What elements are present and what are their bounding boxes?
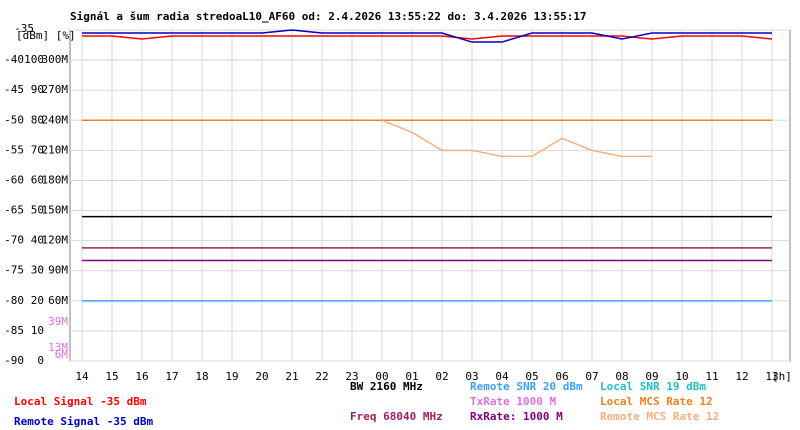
- x-tick-label: 18: [195, 370, 208, 383]
- y3-tick-label: 120M: [42, 234, 69, 247]
- y-tick-label: -55: [4, 143, 24, 156]
- legend-label: RxRate: 1000 M: [470, 410, 563, 423]
- y-tick-label: -60: [4, 173, 24, 186]
- legend-label: BW 2160 MHz: [350, 380, 423, 393]
- x-tick-label: 13: [765, 370, 778, 383]
- rate-marker: 39M: [48, 315, 68, 328]
- x-tick-label: 04: [495, 370, 509, 383]
- y-tick-label: -90: [4, 354, 24, 367]
- y2-tick-label: 20: [31, 294, 44, 307]
- y2-tick-label: 100: [24, 53, 44, 66]
- legend-label: Remote Signal -35 dBm: [14, 415, 153, 428]
- y2-tick-label: 70: [31, 143, 44, 156]
- series-line: [381, 119, 652, 158]
- x-tick-label: 12: [735, 370, 748, 383]
- x-unit: [h]: [772, 370, 792, 383]
- x-tick-label: 21: [285, 370, 298, 383]
- rate-marker: 13M: [48, 341, 68, 354]
- x-tick-label: 00: [375, 370, 388, 383]
- x-tick-label: 22: [315, 370, 328, 383]
- y-tick-label: -45: [4, 83, 24, 96]
- chart-title: Signál a šum radia stredoaL10_AF60 od: 2…: [70, 10, 587, 23]
- legend-label: Local SNR 19 dBm: [600, 380, 706, 393]
- axis-header: [dBm] [%]: [16, 29, 76, 42]
- y-tick-label: -40: [4, 53, 24, 66]
- y2-tick-label: 30: [31, 264, 44, 277]
- legend-label: TxRate 1000 M: [470, 395, 556, 408]
- x-tick-label: 14: [75, 370, 89, 383]
- legend-label: Remote MCS Rate 12: [600, 410, 719, 423]
- legend-label: Freq 68040 MHz: [350, 410, 443, 423]
- x-tick-label: 08: [615, 370, 628, 383]
- y3-tick-label: 210M: [42, 143, 69, 156]
- legend-label: Local MCS Rate 12: [600, 395, 713, 408]
- x-tick-label: 17: [165, 370, 178, 383]
- x-tick-label: 15: [105, 370, 118, 383]
- x-tick-label: 23: [345, 370, 358, 383]
- x-tick-label: 01: [405, 370, 418, 383]
- x-tick-label: 20: [255, 370, 268, 383]
- y2-tick-label: 10: [31, 324, 44, 337]
- legend-label: Local Signal -35 dBm: [14, 395, 147, 408]
- x-tick-label: 03: [465, 370, 478, 383]
- x-tick-label: 07: [585, 370, 598, 383]
- x-tick-label: 06: [555, 370, 568, 383]
- x-tick-label: 02: [435, 370, 448, 383]
- y3-tick-label: 90M: [48, 264, 68, 277]
- rate-marker: 6M: [55, 348, 69, 361]
- y2-tick-label: 60: [31, 173, 44, 186]
- y-tick-label: -50: [4, 113, 24, 126]
- x-tick-label: 10: [675, 370, 688, 383]
- y3-tick-label: 150M: [42, 204, 69, 217]
- y2-tick-label: 80: [31, 113, 44, 126]
- y-tick-label: -80: [4, 294, 24, 307]
- y3-tick-label: 240M: [42, 113, 69, 126]
- y2-tick-label: 40: [31, 234, 44, 247]
- y3-tick-label: 300M: [42, 53, 69, 66]
- y3-tick-label: 60M: [48, 294, 68, 307]
- series-line: [82, 35, 773, 40]
- y-tick-label: -70: [4, 234, 24, 247]
- y-tick-label: -75: [4, 264, 24, 277]
- x-tick-label: 05: [525, 370, 538, 383]
- x-tick-label: 09: [645, 370, 658, 383]
- y3-tick-label: 270M: [42, 83, 69, 96]
- plot-area: [69, 29, 791, 362]
- series-line: [82, 29, 772, 43]
- y-tick-label: -35: [14, 22, 34, 35]
- x-tick-label: 11: [705, 370, 718, 383]
- x-tick-label: 16: [135, 370, 148, 383]
- y2-tick-label: 50: [31, 204, 44, 217]
- legend-label: Remote SNR 20 dBm: [470, 380, 583, 393]
- y-tick-label: -65: [4, 204, 24, 217]
- y3-tick-label: 180M: [42, 173, 69, 186]
- y2-tick-label: 0: [37, 354, 44, 367]
- x-tick-label: 19: [225, 370, 238, 383]
- y-tick-label: -85: [4, 324, 24, 337]
- y2-tick-label: 90: [31, 83, 44, 96]
